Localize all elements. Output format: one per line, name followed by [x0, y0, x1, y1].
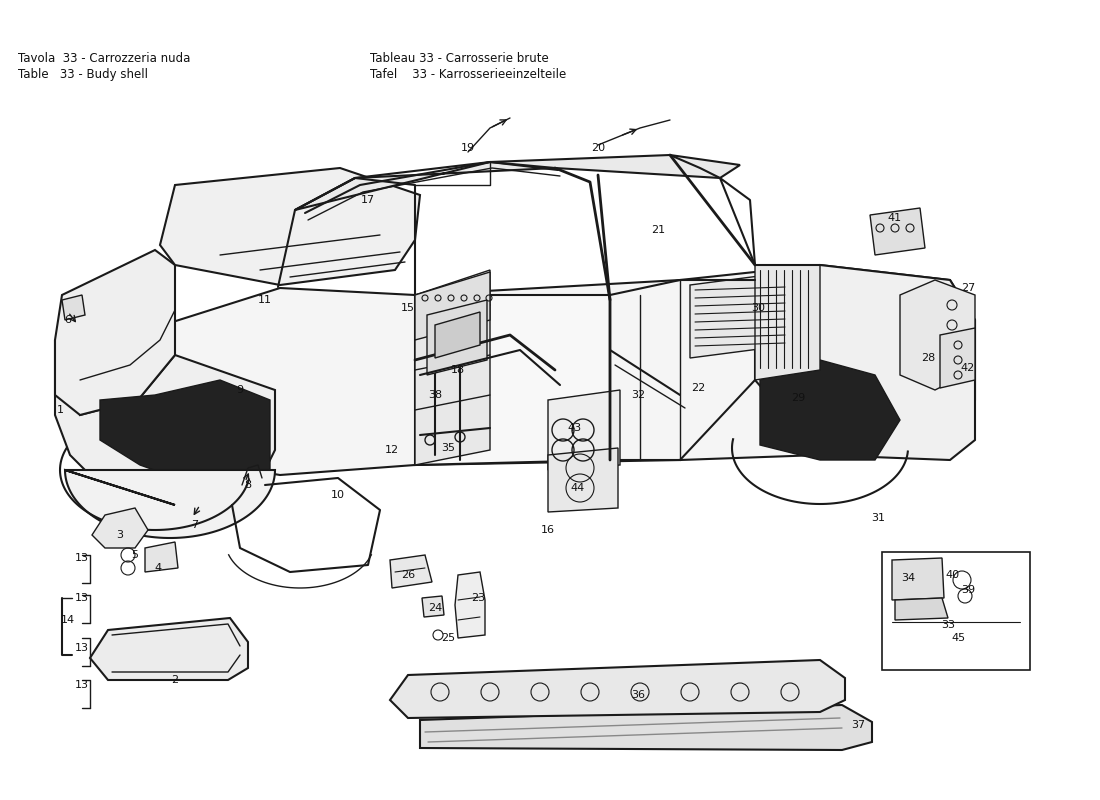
Text: 20: 20 [591, 143, 605, 153]
Polygon shape [55, 250, 175, 415]
Text: eurospares: eurospares [556, 384, 804, 456]
Polygon shape [55, 340, 275, 505]
Polygon shape [415, 272, 490, 340]
Polygon shape [160, 168, 420, 285]
Polygon shape [940, 328, 975, 388]
Bar [882, 552, 1030, 670]
Polygon shape [755, 265, 820, 380]
Polygon shape [422, 596, 444, 617]
Polygon shape [895, 598, 948, 620]
Polygon shape [415, 270, 490, 465]
Text: 18: 18 [451, 365, 465, 375]
Text: 39: 39 [961, 585, 975, 595]
Polygon shape [295, 155, 740, 210]
Polygon shape [90, 618, 248, 680]
Text: 1: 1 [56, 405, 64, 415]
Text: 44: 44 [571, 483, 585, 493]
Polygon shape [900, 280, 975, 390]
Text: 19: 19 [461, 143, 475, 153]
Text: 9: 9 [236, 385, 243, 395]
Text: Tavola  33 - Carrozzeria nuda: Tavola 33 - Carrozzeria nuda [18, 52, 190, 65]
Polygon shape [870, 208, 925, 255]
Text: 8: 8 [244, 480, 252, 490]
Polygon shape [760, 360, 900, 460]
Polygon shape [100, 265, 975, 475]
Text: 25: 25 [441, 633, 455, 643]
Polygon shape [390, 555, 432, 588]
Text: 14: 14 [60, 615, 75, 625]
Text: 33: 33 [940, 620, 955, 630]
Text: 34: 34 [901, 573, 915, 583]
Text: Tableau 33 - Carrosserie brute: Tableau 33 - Carrosserie brute [370, 52, 549, 65]
Text: 27: 27 [961, 283, 975, 293]
Text: 26: 26 [400, 570, 415, 580]
Text: 42: 42 [961, 363, 975, 373]
Polygon shape [455, 572, 485, 638]
Text: 22: 22 [691, 383, 705, 393]
Text: 38: 38 [428, 390, 442, 400]
Text: 24: 24 [428, 603, 442, 613]
Polygon shape [62, 295, 85, 320]
Text: 37: 37 [851, 720, 865, 730]
Text: 29: 29 [791, 393, 805, 403]
Text: 16: 16 [541, 525, 556, 535]
Polygon shape [434, 312, 480, 358]
Text: 36: 36 [631, 690, 645, 700]
Text: 12: 12 [385, 445, 399, 455]
Text: 10: 10 [331, 490, 345, 500]
Text: 2: 2 [172, 675, 178, 685]
Text: 35: 35 [441, 443, 455, 453]
Text: 28: 28 [921, 353, 935, 363]
Polygon shape [548, 390, 620, 470]
Text: 23: 23 [471, 593, 485, 603]
Polygon shape [892, 558, 944, 600]
Text: 32: 32 [631, 390, 645, 400]
Polygon shape [548, 448, 618, 512]
Polygon shape [390, 660, 845, 718]
Text: 45: 45 [950, 633, 965, 643]
Text: 13: 13 [75, 553, 89, 563]
Text: 13: 13 [75, 593, 89, 603]
Text: 7: 7 [191, 520, 199, 530]
Text: 15: 15 [402, 303, 415, 313]
Polygon shape [427, 300, 487, 375]
Text: 17: 17 [361, 195, 375, 205]
Text: 21: 21 [651, 225, 666, 235]
Text: 30: 30 [751, 303, 764, 313]
Polygon shape [92, 508, 148, 548]
Text: Tafel    33 - Karrosserieeinzelteile: Tafel 33 - Karrosserieeinzelteile [370, 68, 566, 81]
Text: 13: 13 [75, 680, 89, 690]
Polygon shape [65, 470, 275, 538]
Text: 4: 4 [154, 563, 162, 573]
Text: Table   33 - Budy shell: Table 33 - Budy shell [18, 68, 148, 81]
Text: eurospares: eurospares [96, 354, 344, 426]
Polygon shape [420, 705, 872, 750]
Text: 5: 5 [132, 550, 139, 560]
Text: 40: 40 [945, 570, 959, 580]
Polygon shape [755, 265, 975, 460]
Text: 41: 41 [888, 213, 902, 223]
Polygon shape [145, 542, 178, 572]
Text: 13: 13 [75, 643, 89, 653]
Text: 31: 31 [871, 513, 886, 523]
Text: 6: 6 [65, 315, 72, 325]
Text: 3: 3 [117, 530, 123, 540]
Text: 11: 11 [258, 295, 272, 305]
Polygon shape [100, 380, 270, 490]
Polygon shape [690, 272, 790, 358]
Polygon shape [415, 295, 610, 465]
Text: 43: 43 [568, 423, 582, 433]
